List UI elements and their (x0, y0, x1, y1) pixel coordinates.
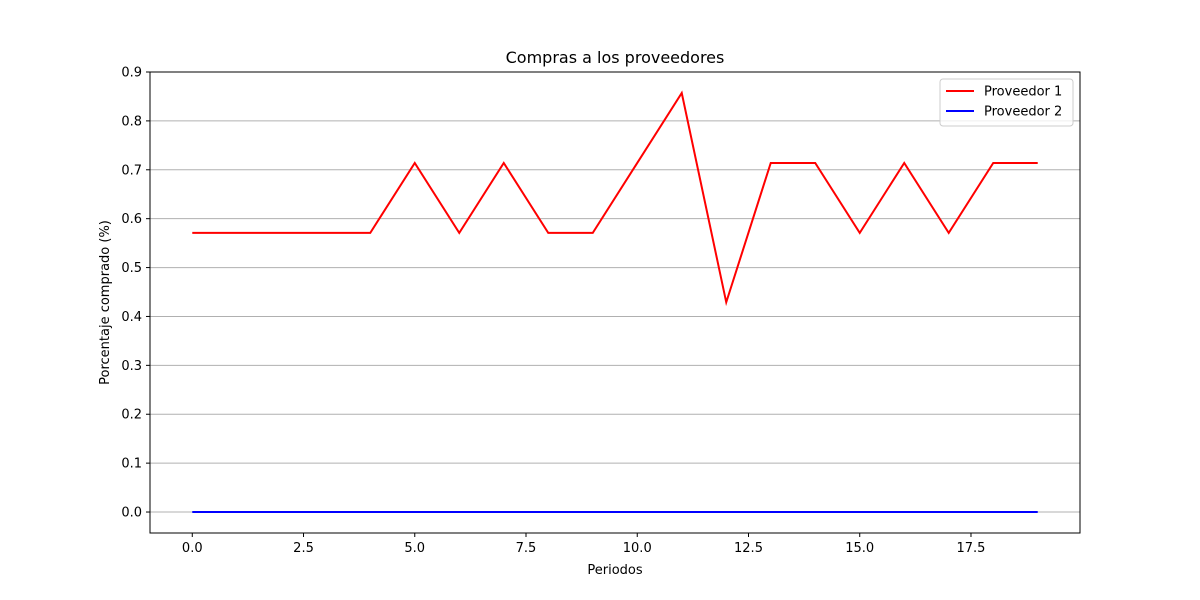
legend-label-proveedor-1: Proveedor 1 (984, 85, 1062, 100)
y-tick-label: 0.3 (121, 359, 142, 374)
x-tick-label: 2.5 (293, 541, 314, 556)
x-axis-ticks: 0.0 2.5 5.0 7.5 10.0 12.5 15.0 17.5 (182, 533, 986, 556)
y-tick-label: 0.4 (121, 310, 142, 325)
x-tick-label: 10.0 (623, 541, 652, 556)
y-tick-label: 0.7 (121, 163, 142, 178)
legend: Proveedor 1 Proveedor 2 (939, 78, 1074, 127)
x-tick-label: 7.5 (516, 541, 537, 556)
x-tick-label: 15.0 (845, 541, 874, 556)
y-tick-label: 0.8 (121, 114, 142, 129)
y-tick-label: 0.0 (121, 506, 142, 521)
series-lines (192, 90, 1038, 514)
x-tick-label: 12.5 (734, 541, 763, 556)
legend-label-proveedor-2: Proveedor 2 (984, 105, 1062, 120)
y-tick-label: 0.2 (121, 408, 142, 423)
y-tick-label: 0.1 (121, 457, 142, 472)
y-tick-label: 0.9 (121, 66, 142, 81)
series-line-proveedor-1 (192, 90, 1038, 307)
chart-title: Compras a los proveedores (506, 48, 725, 67)
plot-area-frame (149, 71, 1081, 534)
y-tick-label: 0.6 (121, 212, 142, 227)
x-tick-label: 5.0 (404, 541, 425, 556)
y-axis-title: Porcentaje comprado (%) (98, 220, 113, 385)
y-axis-ticks: 0.0 0.1 0.2 0.3 0.4 0.5 0.6 0.7 0.8 0.9 (121, 66, 150, 521)
x-tick-label: 17.5 (957, 541, 986, 556)
y-tick-label: 0.5 (121, 261, 142, 276)
x-axis-title: Periodos (587, 563, 642, 578)
x-tick-label: 0.0 (182, 541, 203, 556)
